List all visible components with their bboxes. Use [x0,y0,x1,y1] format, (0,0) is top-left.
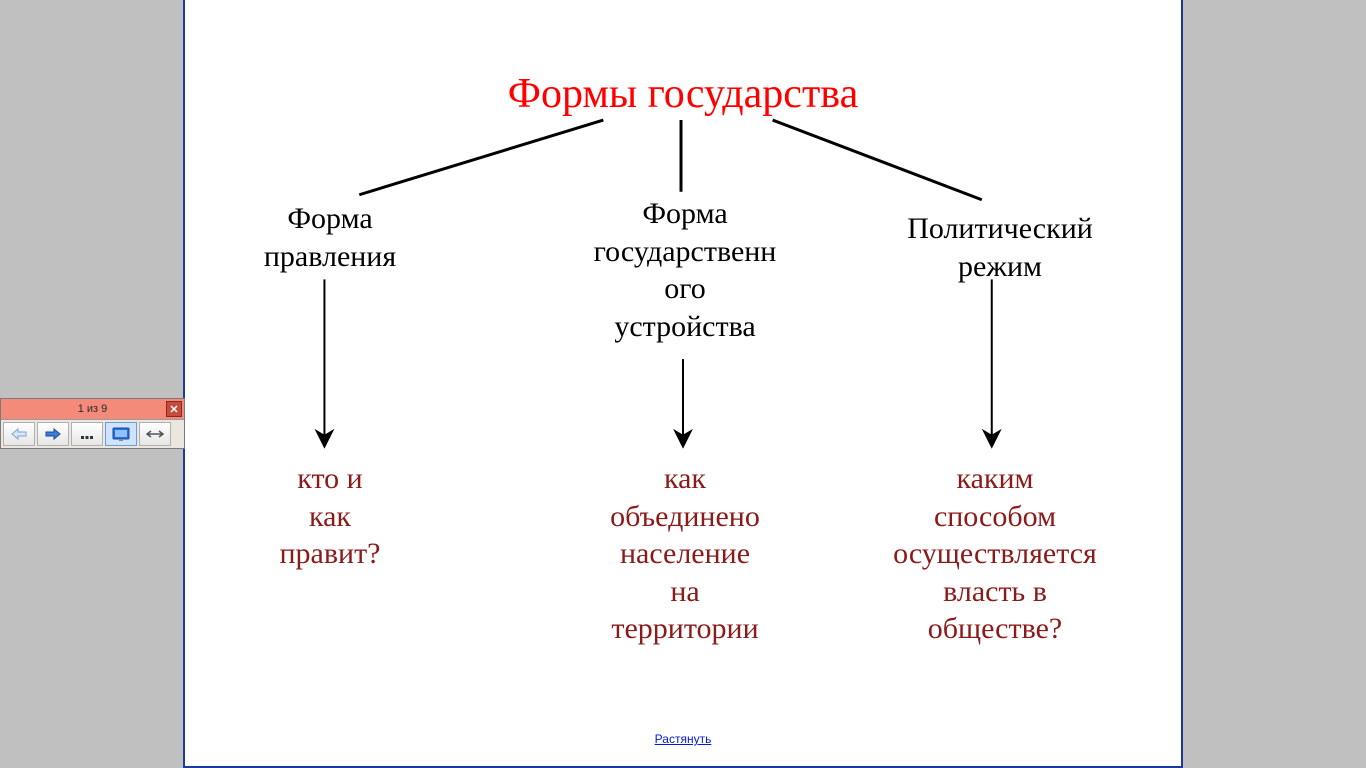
ellipsis-icon [80,427,94,441]
nav-buttons [1,419,184,448]
nav-toolbar: 1 из 9 [0,398,185,449]
nav-header: 1 из 9 [1,399,184,419]
branch-line [773,120,982,200]
next-button[interactable] [37,422,69,446]
screen-icon [112,427,130,441]
diagram: Формы государства Формаправления Формаго… [185,0,1181,766]
fullscreen-button[interactable] [105,422,137,446]
fit-width-icon [146,427,164,441]
close-icon [170,405,178,413]
prev-button[interactable] [3,422,35,446]
arrow-left-icon [10,427,28,441]
arrow-right-icon [44,427,62,441]
question-node: какобъединенонаселениенатерритории [580,460,790,648]
question-node: кто икакправит? [225,460,435,573]
slide: Формы государства Формаправления Формаго… [183,0,1183,768]
diagram-title: Формы государства [185,70,1181,118]
fit-width-button[interactable] [139,422,171,446]
stretch-link[interactable]: Растянуть [655,732,712,746]
slide-counter: 1 из 9 [1,403,184,415]
child-node: Политическийрежим [875,210,1125,285]
question-node: какимспособомосуществляетсявласть вобщес… [845,460,1145,648]
child-node: Формагосударственногоустройства [560,195,810,345]
child-node: Формаправления [225,200,435,275]
branch-line [359,120,603,195]
menu-button[interactable] [71,422,103,446]
nav-close-button[interactable] [166,401,182,417]
stretch-link-container: Растянуть [185,732,1181,746]
